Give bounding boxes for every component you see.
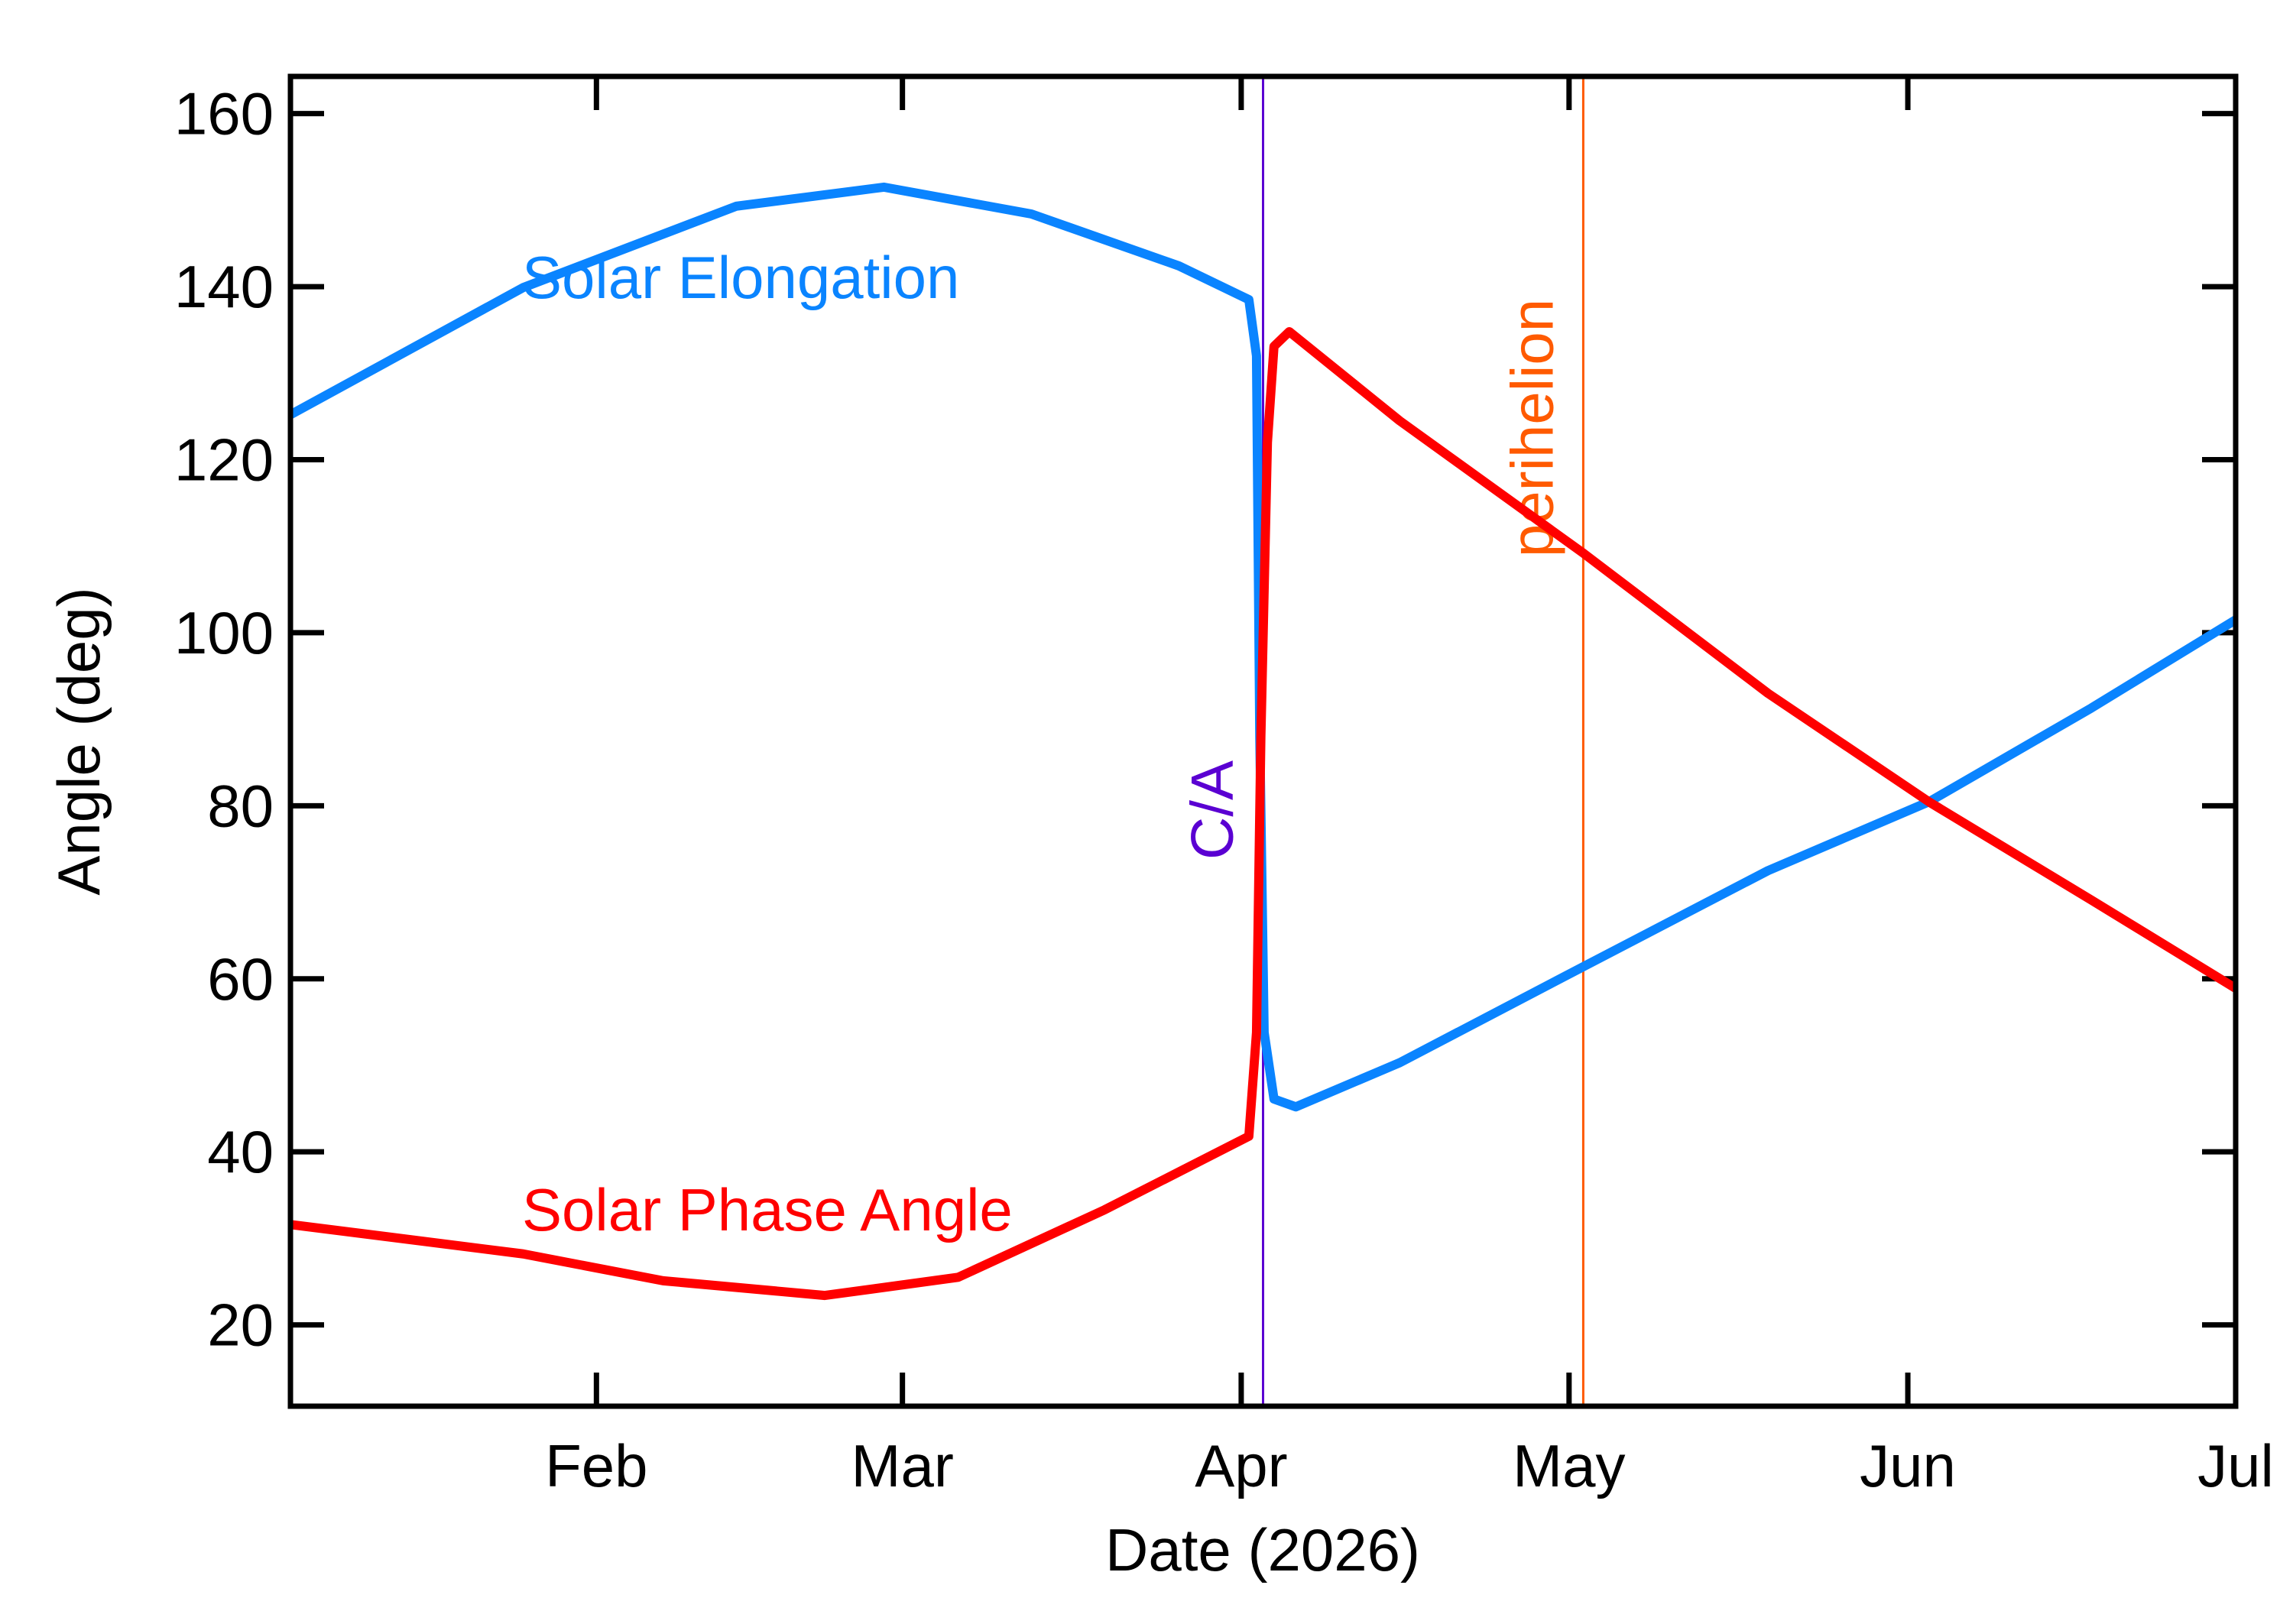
x-tick-label: Mar bbox=[851, 1432, 954, 1499]
y-tick-label: 80 bbox=[207, 772, 274, 839]
series-label: Solar Phase Angle bbox=[522, 1176, 1013, 1243]
plot-frame bbox=[287, 73, 2239, 1409]
annotation-label: C/A bbox=[1179, 760, 1246, 860]
y-tick-label: 40 bbox=[207, 1118, 274, 1185]
y-tick-label: 100 bbox=[174, 599, 274, 666]
y-tick-label: 160 bbox=[174, 80, 274, 147]
y-tick-label: 120 bbox=[174, 426, 274, 494]
y-tick-label: 140 bbox=[174, 253, 274, 320]
x-tick-label: Feb bbox=[545, 1432, 647, 1499]
y-axis-label: Angle (deg) bbox=[45, 587, 112, 895]
x-tick-label: May bbox=[1513, 1432, 1625, 1499]
x-tick-label: Jun bbox=[1860, 1432, 1956, 1499]
y-tick-label: 60 bbox=[207, 945, 274, 1013]
x-axis-label: Date (2026) bbox=[1105, 1516, 1420, 1583]
series-label: Solar Elongation bbox=[522, 244, 959, 311]
series-line bbox=[290, 326, 2239, 1301]
x-tick-label: Apr bbox=[1195, 1432, 1287, 1499]
x-tick-label: Jul bbox=[2197, 1432, 2274, 1499]
y-tick-label: 20 bbox=[207, 1292, 274, 1359]
